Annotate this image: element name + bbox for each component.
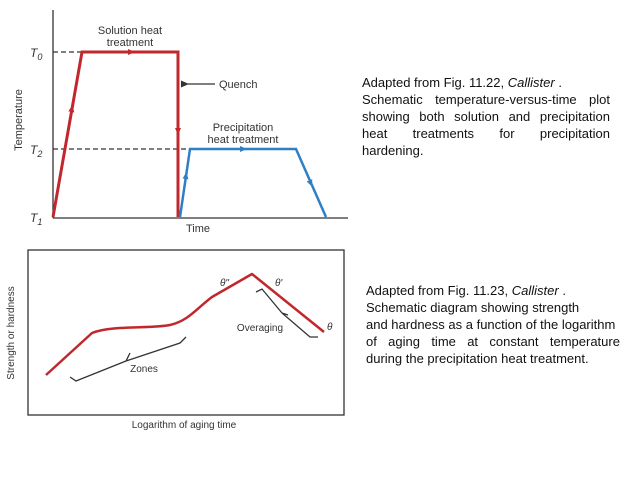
- theta-label: θ: [327, 322, 333, 333]
- precipitation-label-line2: heat treatment: [208, 134, 279, 146]
- strength-aging-diagram: Zones Overaging θ" θ' θ Logarithm of agi…: [0, 245, 360, 445]
- caption1-line3: showing both solution and precipitation: [362, 109, 610, 124]
- x-axis-label: Time: [186, 223, 210, 235]
- caption2-line2: Schematic diagram showing strength: [366, 300, 580, 315]
- caption2-line5: during the precipitation heat treatment.: [366, 351, 589, 366]
- solution-label-line2: treatment: [107, 37, 153, 49]
- precipitation-label-line1: Precipitation: [213, 122, 274, 134]
- caption2-line1: Adapted from Fig. 11.23, Callister .: [366, 283, 566, 298]
- tick-t0: T0: [30, 46, 42, 62]
- plot-frame: [27, 249, 345, 416]
- zones-bracket: [69, 336, 187, 382]
- caption-fig-11-22: Adapted from Fig. 11.22, Callister . Sch…: [362, 74, 610, 159]
- caption-fig-11-23: Adapted from Fig. 11.23, Callister . Sch…: [366, 282, 620, 367]
- strength-curve: [45, 272, 325, 376]
- overaging-label: Overaging: [237, 323, 283, 334]
- strength-aging-svg: Zones Overaging θ" θ' θ Logarithm of agi…: [6, 249, 345, 431]
- tick-t2: T2: [30, 143, 42, 159]
- theta-double-prime-label: θ": [220, 278, 229, 289]
- caption1-line1: Adapted from Fig. 11.22, Callister .: [362, 75, 562, 90]
- y-axis-label: Strength or hardness: [6, 286, 17, 379]
- zones-label: Zones: [130, 364, 158, 375]
- solution-label-line1: Solution heat: [98, 25, 162, 37]
- temperature-time-svg: Quench Solution heat treatment Precipita…: [13, 10, 348, 235]
- x-axis-label: Logarithm of aging time: [132, 420, 237, 431]
- caption1-line2: Schematic temperature-versus-time plot: [362, 92, 610, 107]
- caption1-line4: heat treatments for precipitation: [362, 126, 610, 141]
- temperature-time-diagram: Quench Solution heat treatment Precipita…: [0, 0, 360, 245]
- caption2-line4: of aging time at constant temperature: [366, 334, 620, 349]
- theta-prime-label: θ': [275, 278, 283, 289]
- precipitation-treatment-curve: [178, 147, 328, 218]
- quench-label: Quench: [219, 79, 258, 91]
- solution-treatment-curve: [51, 50, 180, 218]
- y-axis-label: Temperature: [13, 89, 25, 151]
- caption2-line3: and hardness as a function of the logari…: [366, 317, 616, 332]
- overaging-bracket: [255, 288, 318, 338]
- caption1-line5: hardening.: [362, 143, 424, 158]
- tick-t1: T1: [30, 211, 42, 227]
